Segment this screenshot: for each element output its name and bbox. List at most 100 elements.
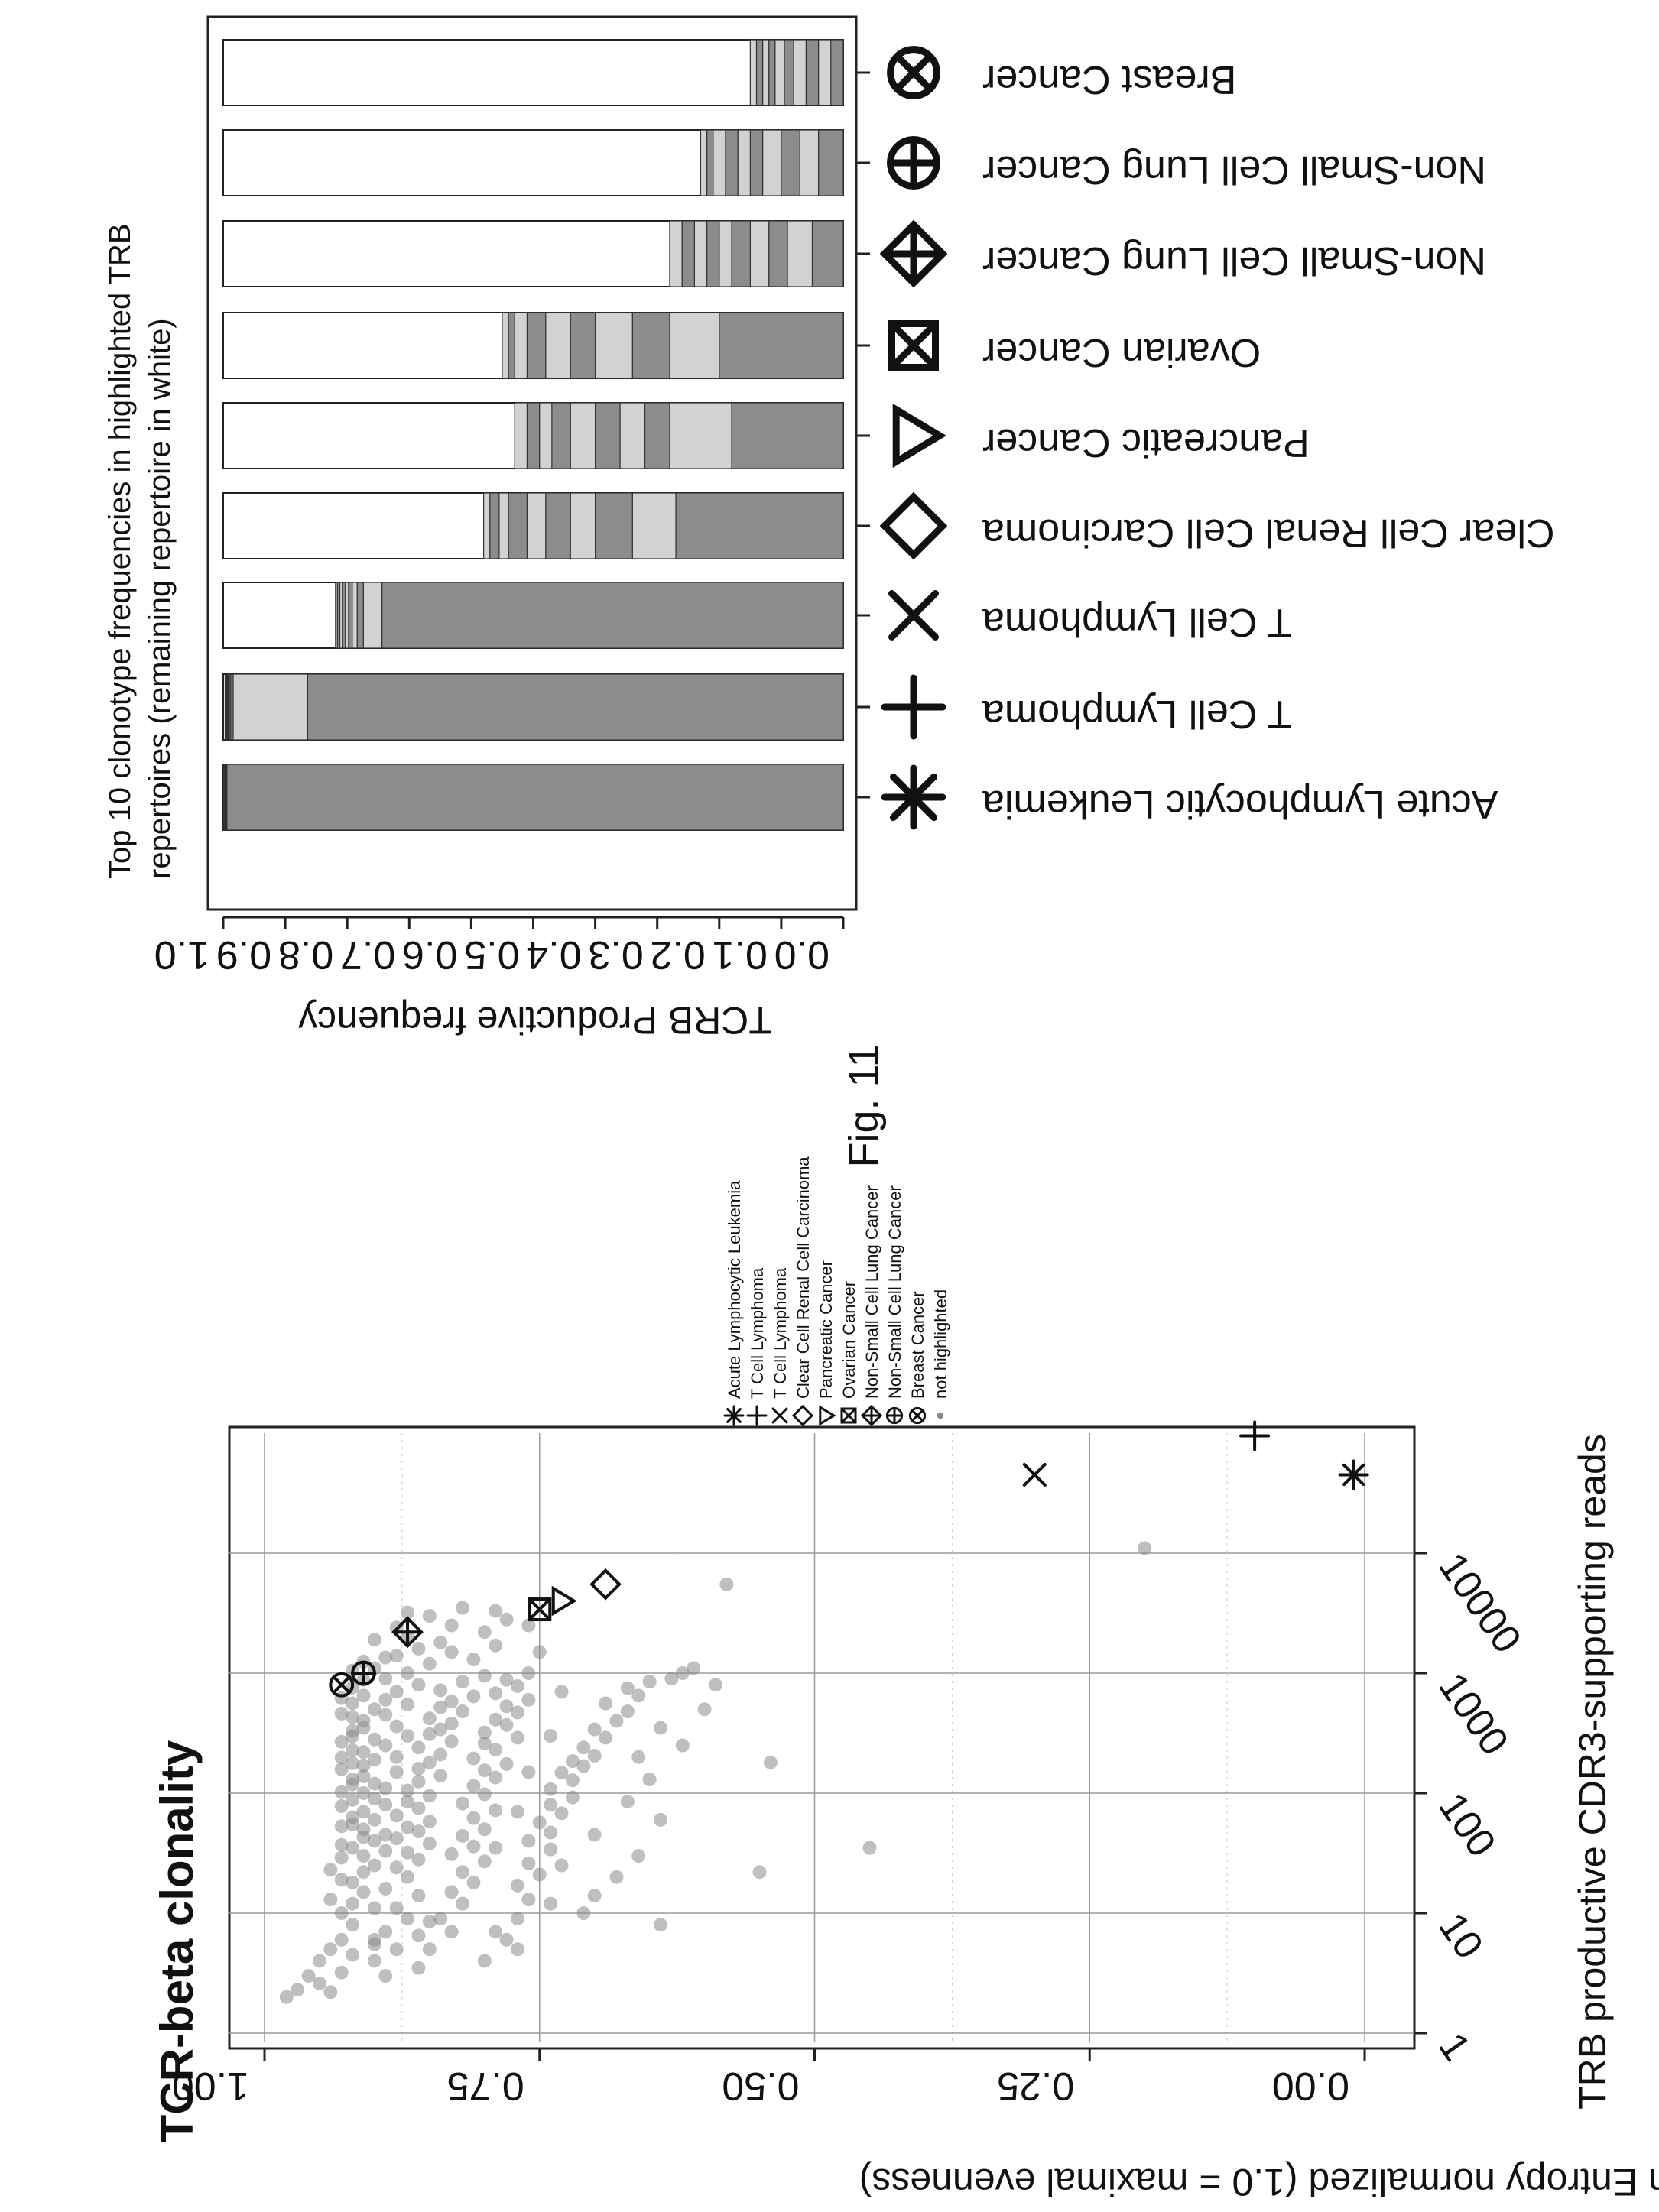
highlighted-point-diamond-icon: [589, 1568, 622, 1601]
background-point: [587, 1889, 602, 1903]
background-point: [456, 1704, 470, 1719]
bar-segment: [345, 582, 349, 649]
bar-segment: [706, 129, 714, 196]
background-point: [554, 1806, 569, 1821]
background-point: [521, 1893, 536, 1907]
x-axis-label: TRB productive CDR3-supporting reads: [1571, 1434, 1614, 2110]
background-point: [510, 1705, 524, 1720]
bar-segment: [817, 39, 832, 106]
background-point: [544, 1798, 558, 1812]
background-point: [334, 1850, 349, 1865]
background-point: [456, 1601, 470, 1615]
background-point: [422, 1755, 437, 1769]
diamond-outline: [879, 491, 948, 560]
background-point: [356, 1688, 371, 1703]
bar-segment: [551, 402, 571, 469]
background-point: [521, 1692, 536, 1707]
highlighted-point-plus-icon: [1239, 1420, 1271, 1451]
bar-segment: [768, 39, 776, 106]
background-point: [346, 1896, 360, 1911]
background-point: [356, 1885, 371, 1899]
background-point: [389, 1860, 404, 1875]
background-point: [422, 1711, 437, 1726]
background-point: [401, 1820, 415, 1834]
bar-segment: [232, 673, 308, 741]
legend-label: T Cell Lymphoma: [771, 1267, 790, 1399]
background-point: [620, 1681, 635, 1695]
background-point: [411, 1852, 426, 1867]
category-symbol-asterisk-icon: [881, 764, 946, 830]
background-point: [444, 1885, 459, 1899]
background-point: [510, 1878, 524, 1893]
background-point: [401, 1845, 415, 1860]
background-point: [708, 1678, 722, 1692]
bar-segment: [811, 220, 844, 287]
background-point: [411, 1824, 426, 1839]
value-tick-label: 0.50: [722, 2064, 799, 2108]
bar-segment: [224, 673, 226, 741]
background-point: [346, 1729, 360, 1743]
legend-symbol-dot-icon: [937, 1412, 944, 1419]
value-tick-label: 0.6: [402, 932, 457, 977]
background-point: [378, 1925, 393, 1939]
background-point: [389, 1831, 404, 1846]
value-tick-label: 0.7: [340, 932, 395, 977]
circle-cross: [911, 1409, 924, 1422]
bar-segment: [669, 312, 720, 379]
background-point: [521, 1618, 536, 1633]
circle-plus: [351, 1660, 376, 1686]
background-point: [477, 1954, 492, 1968]
background-point: [323, 1985, 338, 2000]
value-tick-label: 0.1: [713, 932, 768, 977]
bar-segment: [749, 220, 770, 287]
background-point: [477, 1854, 492, 1869]
background-point: [521, 1834, 536, 1848]
background-point: [346, 1756, 360, 1770]
background-point: [411, 1961, 426, 1975]
background-point: [510, 1912, 524, 1926]
bar-segment: [719, 312, 844, 379]
background-point: [599, 1730, 613, 1745]
bar-chart-title-line1: Top 10 clonotype frequencies in highligh…: [103, 223, 137, 879]
background-point: [587, 1722, 602, 1737]
background-point: [510, 1805, 524, 1819]
cross-strokes: [888, 590, 939, 641]
background-point: [389, 1685, 404, 1699]
bar-segment: [681, 220, 695, 287]
background-point: [279, 1990, 294, 2004]
background-point: [312, 1954, 326, 1968]
background-point: [411, 1641, 426, 1656]
bar-segment: [594, 312, 633, 379]
background-point: [631, 1688, 646, 1703]
background-point: [411, 1928, 426, 1943]
background-point: [477, 1725, 492, 1740]
background-point: [620, 1704, 635, 1719]
value-tick-label: 0.5: [464, 932, 519, 977]
legend-label: not highlighted: [931, 1289, 950, 1399]
legend-symbol-x-circle-icon: [908, 1406, 927, 1425]
background-point: [356, 1721, 371, 1735]
dot-fill: [937, 1412, 944, 1419]
background-point: [367, 1901, 381, 1915]
background-point: [367, 1792, 381, 1806]
background-point: [433, 1700, 448, 1714]
background-point: [719, 1577, 734, 1591]
background-point: [334, 1750, 349, 1765]
diamond-plus: [861, 1405, 882, 1426]
bar-segment: [502, 312, 509, 379]
asterisk-strokes: [881, 764, 946, 830]
legend-symbol-cross-icon: [771, 1407, 788, 1424]
background-point: [401, 1666, 415, 1680]
circle-outline: [887, 46, 940, 99]
background-point: [489, 1770, 503, 1785]
bar-segment: [787, 220, 813, 287]
value-tick-label: 0.00: [1272, 2064, 1349, 2108]
legend-symbol-triangle-icon: [819, 1405, 836, 1426]
background-point: [389, 1942, 404, 1957]
background-point: [356, 1865, 371, 1880]
bar-chart-panel: 0.00.10.20.30.40.50.60.70.80.91.0 TCRB Pr…: [103, 15, 1555, 1042]
bar-segment: [514, 312, 528, 379]
legend-label: T Cell Lymphoma: [748, 1267, 767, 1399]
background-point: [489, 1604, 503, 1618]
bar-segment: [526, 402, 541, 469]
